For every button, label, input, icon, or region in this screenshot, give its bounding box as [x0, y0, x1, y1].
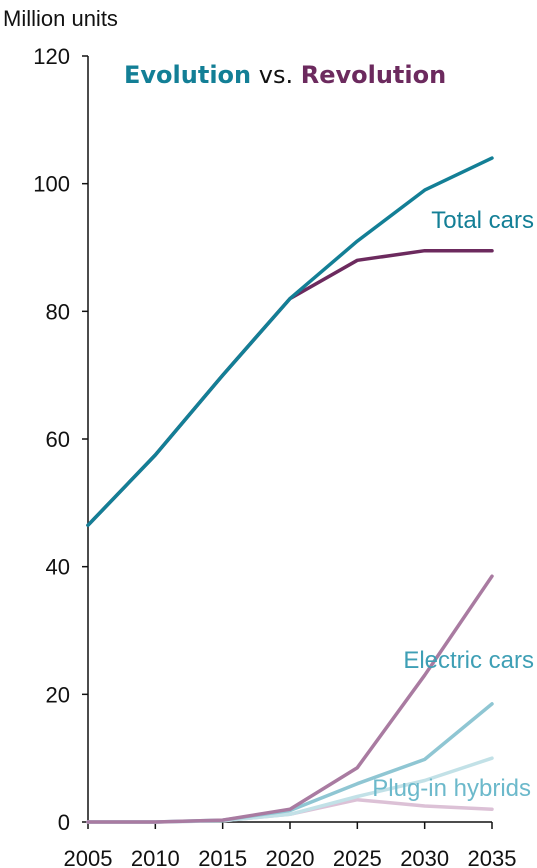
title-vs: vs.: [251, 61, 301, 89]
annotation-label: Electric cars: [403, 647, 534, 674]
y-tick-label: 40: [46, 555, 70, 580]
x-tick-label: 2020: [266, 846, 315, 868]
series-line-1: [86, 156, 494, 527]
series-line-3: [86, 574, 494, 824]
y-tick-label: 80: [46, 299, 70, 324]
title-evolution: Evolution: [124, 61, 251, 89]
title-revolution: Revolution: [301, 61, 446, 89]
x-tick-label: 2015: [198, 846, 247, 868]
y-tick-label: 120: [33, 44, 70, 69]
x-tick-label: 2025: [333, 846, 382, 868]
annotation-label: Total cars: [431, 207, 534, 234]
x-tick-label: 2010: [131, 846, 180, 868]
series-annotations: Total cars Electric cars Plug-in hybrids: [372, 207, 534, 802]
series-line-2: [86, 248, 494, 527]
y-tick-label: 20: [46, 682, 70, 707]
x-tick-label: 2005: [64, 846, 113, 868]
axes: 0 20 40 60 80 100 120 2005 2010 2015 2020 2025 2030 2…: [33, 44, 516, 868]
y-tick-label: 100: [33, 172, 70, 197]
annotation-label: Plug-in hybrids: [372, 775, 531, 802]
y-tick-label: 0: [58, 810, 70, 835]
chart-title: Evolution vs. Revolution: [124, 61, 446, 89]
x-tick-label: 2030: [400, 846, 449, 868]
y-axis-label: Million units: [3, 6, 118, 31]
series-lines: [86, 156, 494, 824]
y-tick-label: 60: [46, 427, 70, 452]
x-tick-label: 2035: [468, 846, 517, 868]
series-line-4: [86, 702, 494, 824]
